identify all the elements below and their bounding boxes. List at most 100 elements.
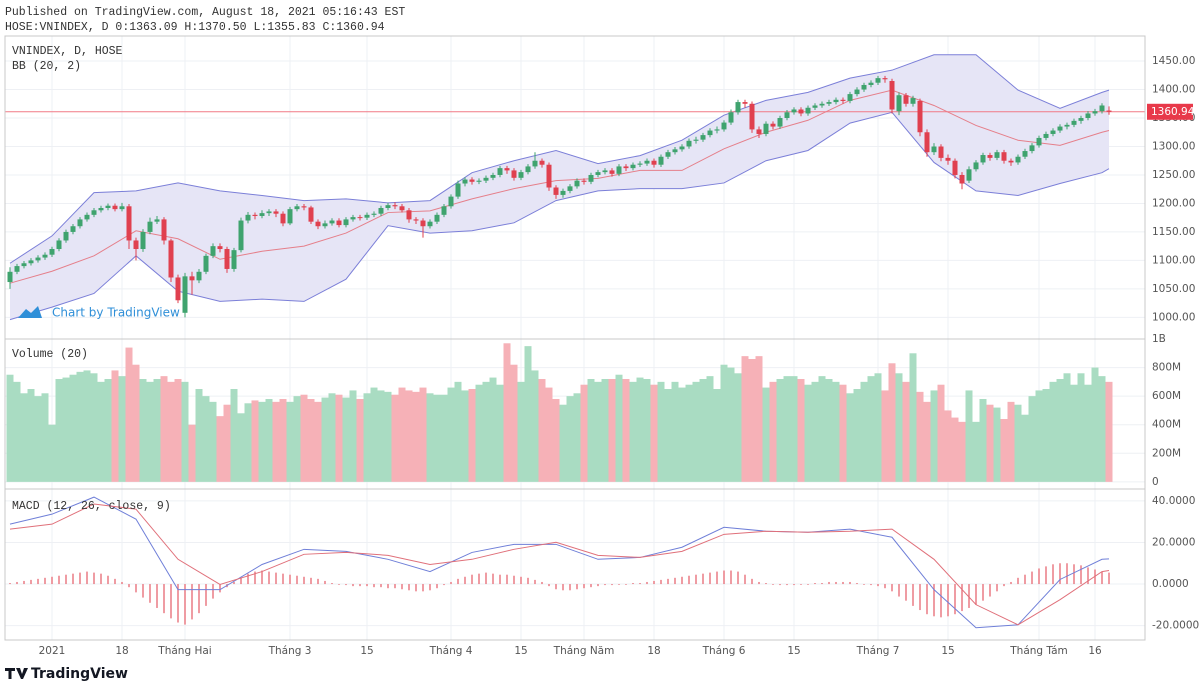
candle-body xyxy=(371,213,377,215)
candle-body xyxy=(616,166,622,174)
candle-body xyxy=(105,205,111,209)
macd-histogram-bar xyxy=(1017,577,1019,585)
macd-histogram-bar xyxy=(121,581,123,585)
volume-bar xyxy=(293,396,301,482)
candle-body xyxy=(1064,124,1070,127)
macd-histogram-bar xyxy=(373,584,375,588)
macd-histogram-bar xyxy=(37,578,39,585)
candle-body xyxy=(798,109,804,114)
volume-bar xyxy=(972,421,980,482)
volume-bar xyxy=(1084,384,1092,482)
candle-body xyxy=(763,123,769,134)
y-tick-label: 1300.00 xyxy=(1152,140,1195,152)
macd-histogram-bar xyxy=(807,584,809,585)
volume-bar xyxy=(888,363,896,482)
candle-body xyxy=(588,174,594,182)
candle-body xyxy=(245,214,251,221)
macd-pane-title: MACD (12, 26, close, 9) xyxy=(12,500,171,513)
macd-histogram-bar xyxy=(506,574,508,585)
volume-bar xyxy=(489,377,497,482)
volume-bar xyxy=(517,381,525,482)
volume-bar xyxy=(1098,376,1106,482)
candle-body xyxy=(315,221,321,227)
macd-histogram-bar xyxy=(457,578,459,585)
macd-histogram-bar xyxy=(520,576,522,585)
candle-body xyxy=(574,180,580,187)
volume-bar xyxy=(601,379,609,482)
candle-body xyxy=(1043,133,1049,138)
candle-body xyxy=(840,99,846,101)
x-tick-label: 15 xyxy=(941,645,954,657)
volume-bar xyxy=(1105,381,1113,482)
macd-histogram-bar xyxy=(478,573,480,585)
x-tick-label: Tháng Hai xyxy=(157,645,211,657)
candle-body xyxy=(168,240,174,278)
candle-body xyxy=(833,99,839,103)
volume-bar xyxy=(804,384,812,482)
volume-bar xyxy=(237,413,245,482)
candle-body xyxy=(434,214,440,222)
candle-body xyxy=(84,214,90,220)
macd-histogram-bar xyxy=(429,584,431,591)
macd-histogram-bar xyxy=(310,577,312,585)
candle-body xyxy=(441,206,447,215)
macd-histogram-bar xyxy=(1052,564,1054,585)
macd-histogram-bar xyxy=(793,584,795,586)
candle-body xyxy=(756,129,762,134)
volume-bar xyxy=(671,381,679,482)
candle-body xyxy=(903,95,909,104)
macd-histogram-bar xyxy=(681,576,683,585)
macd-histogram-bar xyxy=(709,572,711,585)
candle-body xyxy=(1106,110,1112,112)
macd-histogram-bar xyxy=(863,584,865,585)
macd-histogram-bar xyxy=(261,570,263,585)
volume-bar xyxy=(720,364,728,482)
macd-histogram-bar xyxy=(695,574,697,585)
volume-bar xyxy=(258,401,266,482)
volume-bar xyxy=(181,381,189,482)
volume-bar xyxy=(62,377,70,482)
volume-bar xyxy=(1021,414,1029,482)
macd-histogram-bar xyxy=(289,574,291,585)
y-tick-label: 0.0000 xyxy=(1152,578,1189,590)
candle-body xyxy=(91,210,97,215)
macd-histogram-bar xyxy=(975,584,977,605)
macd-histogram-bar xyxy=(345,584,347,586)
candle-body xyxy=(294,206,300,210)
macd-histogram-bar xyxy=(562,584,564,591)
y-tick-label: 600M xyxy=(1152,390,1181,402)
macd-histogram-bar xyxy=(338,584,340,585)
macd-histogram-bar xyxy=(898,584,900,597)
macd-histogram-bar xyxy=(625,584,627,585)
volume-bar xyxy=(244,403,252,482)
volume-bar xyxy=(391,394,399,482)
macd-histogram-bar xyxy=(674,577,676,585)
macd-histogram-bar xyxy=(933,584,935,617)
candle-body xyxy=(420,220,426,227)
macd-histogram-bar xyxy=(982,584,984,601)
macd-histogram-bar xyxy=(408,584,410,591)
candle-body xyxy=(343,219,349,226)
candle-body xyxy=(749,103,755,130)
volume-bar xyxy=(993,407,1001,482)
price-pane-title: VNINDEX, D, HOSE xyxy=(12,45,123,58)
macd-histogram-bar xyxy=(632,583,634,585)
macd-histogram-bar xyxy=(772,584,774,585)
x-tick-label: 16 xyxy=(1088,645,1102,657)
candle-body xyxy=(1085,113,1091,119)
candle-body xyxy=(448,196,454,207)
volume-bar xyxy=(209,401,217,482)
candle-body xyxy=(210,246,216,256)
volume-bar xyxy=(20,393,28,482)
candle-body xyxy=(140,231,146,250)
y-tick-label: 40.0000 xyxy=(1152,495,1195,507)
volume-bar xyxy=(111,370,119,482)
volume-bar xyxy=(559,404,567,482)
candle-body xyxy=(651,160,657,165)
candle-body xyxy=(518,172,524,178)
candle-body xyxy=(7,271,13,283)
last-price-label: 1360.94 xyxy=(1151,106,1195,118)
volume-bar xyxy=(76,371,84,482)
volume-bar xyxy=(370,387,378,482)
macd-histogram-bar xyxy=(856,583,858,585)
